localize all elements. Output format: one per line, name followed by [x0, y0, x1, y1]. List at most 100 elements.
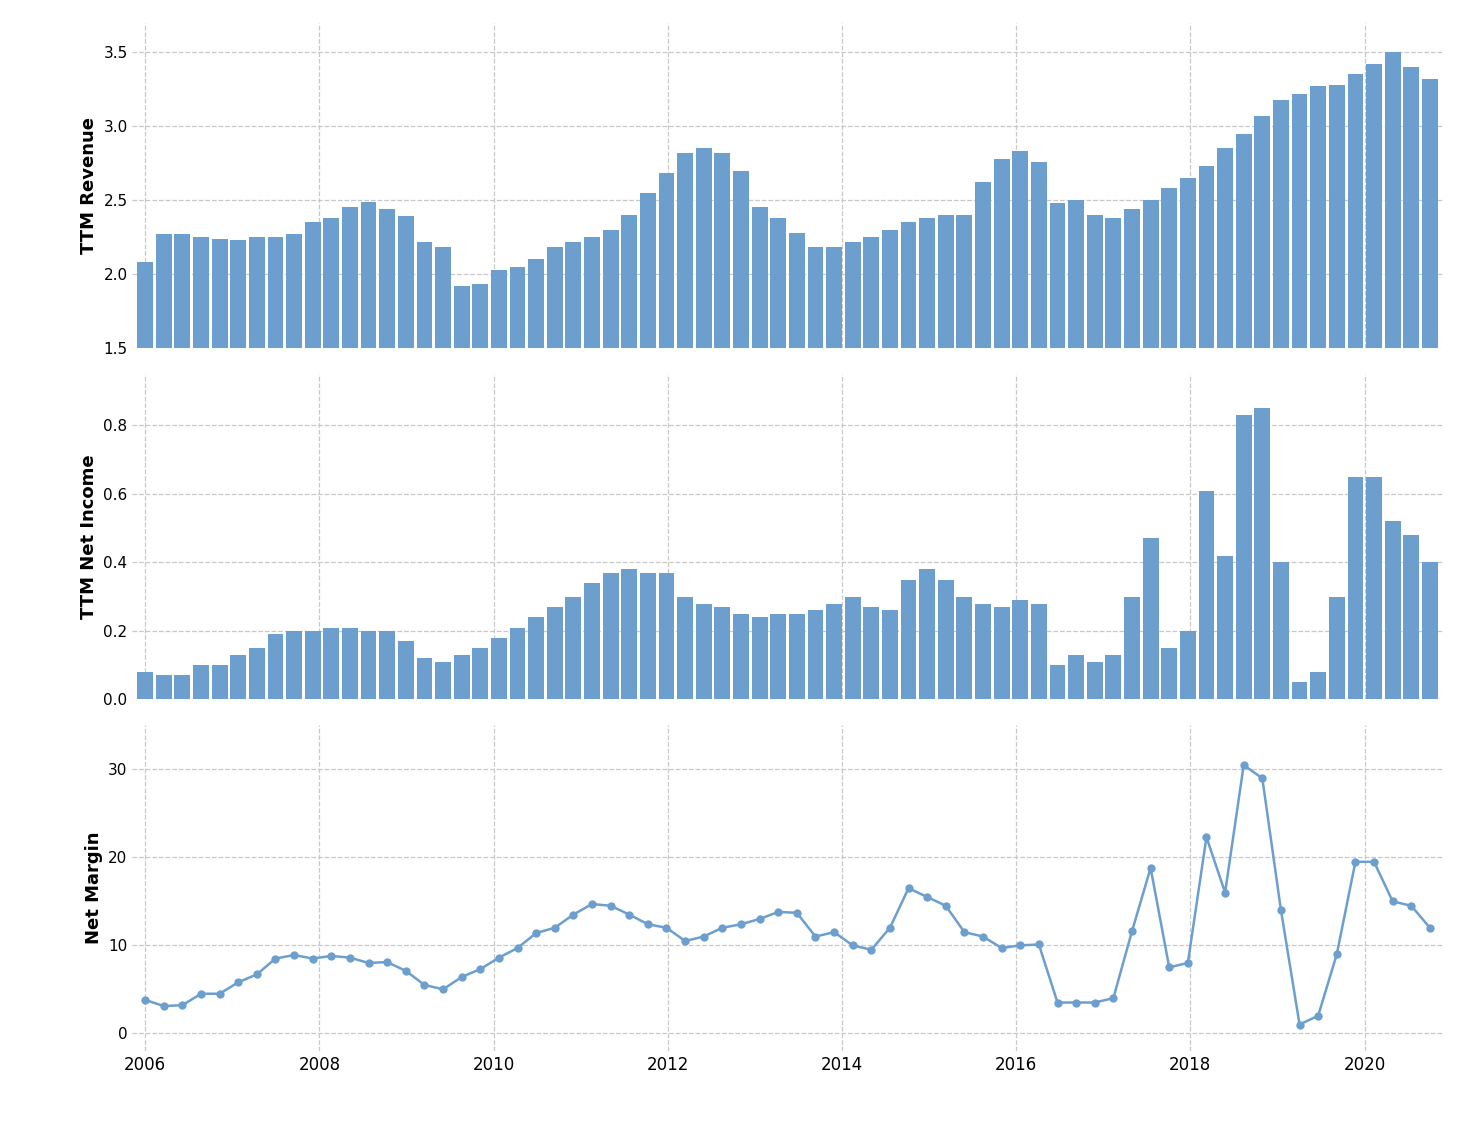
Bar [268, 237, 284, 570]
Bar [268, 634, 284, 699]
Bar [436, 662, 450, 699]
Bar [974, 182, 991, 570]
Bar [789, 614, 805, 699]
Bar [1105, 218, 1122, 570]
Bar [733, 614, 749, 699]
Bar [492, 270, 506, 570]
Bar [380, 209, 394, 570]
Bar [864, 237, 879, 570]
Bar [1217, 148, 1234, 570]
Bar [957, 597, 973, 699]
Bar [1198, 490, 1214, 699]
Bar [1217, 556, 1234, 699]
Bar [565, 597, 581, 699]
Bar [640, 193, 657, 570]
Bar [492, 637, 506, 699]
Bar [230, 655, 246, 699]
Bar [156, 676, 172, 699]
Bar [1050, 666, 1066, 699]
Bar [286, 631, 302, 699]
Bar [249, 649, 265, 699]
Bar [808, 247, 823, 570]
Bar [808, 610, 823, 699]
Bar [1347, 75, 1363, 570]
Bar [602, 573, 618, 699]
Bar [826, 247, 842, 570]
Bar [621, 570, 637, 699]
Bar [938, 215, 954, 570]
Bar [658, 174, 674, 570]
Bar [919, 570, 935, 699]
Bar [1181, 177, 1195, 570]
Bar [324, 218, 339, 570]
Bar [156, 234, 172, 570]
Bar [584, 237, 601, 570]
Bar [249, 237, 265, 570]
Bar [286, 234, 302, 570]
Bar [770, 614, 786, 699]
Bar [1086, 215, 1103, 570]
Bar [640, 573, 657, 699]
Y-axis label: Net Margin: Net Margin [85, 832, 103, 945]
Bar [548, 247, 562, 570]
Bar [845, 597, 861, 699]
Bar [1347, 477, 1363, 699]
Bar [938, 580, 954, 699]
Bar [397, 641, 414, 699]
Bar [1310, 86, 1326, 570]
Bar [509, 627, 526, 699]
Bar [1254, 115, 1270, 570]
Bar [1161, 189, 1178, 570]
Bar [305, 223, 321, 570]
Bar [1329, 85, 1345, 570]
Bar [994, 158, 1010, 570]
Bar [342, 208, 358, 570]
Bar [397, 216, 414, 570]
Bar [509, 267, 526, 570]
Bar [1069, 200, 1083, 570]
Bar [882, 229, 898, 570]
Bar [957, 215, 973, 570]
Bar [584, 583, 601, 699]
Bar [621, 215, 637, 570]
Bar [175, 234, 190, 570]
Bar [714, 153, 730, 570]
Bar [1329, 597, 1345, 699]
Bar [473, 285, 489, 570]
Bar [658, 573, 674, 699]
Bar [1403, 67, 1419, 570]
Bar [901, 223, 917, 570]
Bar [696, 603, 711, 699]
Bar [1125, 209, 1139, 570]
Bar [1142, 539, 1158, 699]
Bar [1254, 408, 1270, 699]
Bar [565, 242, 581, 570]
Bar [1181, 631, 1195, 699]
Bar [1142, 200, 1158, 570]
Bar [528, 259, 545, 570]
Bar [1366, 477, 1382, 699]
Bar [882, 610, 898, 699]
Bar [1236, 415, 1251, 699]
Bar [770, 218, 786, 570]
Bar [1366, 64, 1382, 570]
Y-axis label: TTM Revenue: TTM Revenue [81, 116, 99, 254]
Bar [1161, 649, 1178, 699]
Bar [137, 262, 153, 570]
Bar [1422, 79, 1438, 570]
Bar [193, 666, 209, 699]
Bar [1403, 534, 1419, 699]
Bar [1030, 162, 1047, 570]
Bar [1030, 603, 1047, 699]
Bar [752, 208, 767, 570]
Bar [864, 607, 879, 699]
Bar [548, 607, 562, 699]
Bar [1273, 563, 1289, 699]
Bar [1086, 662, 1103, 699]
Bar [1125, 597, 1139, 699]
Bar [752, 617, 767, 699]
Bar [436, 247, 450, 570]
Bar [1198, 166, 1214, 570]
Bar [1236, 133, 1251, 570]
Bar [1385, 52, 1400, 570]
